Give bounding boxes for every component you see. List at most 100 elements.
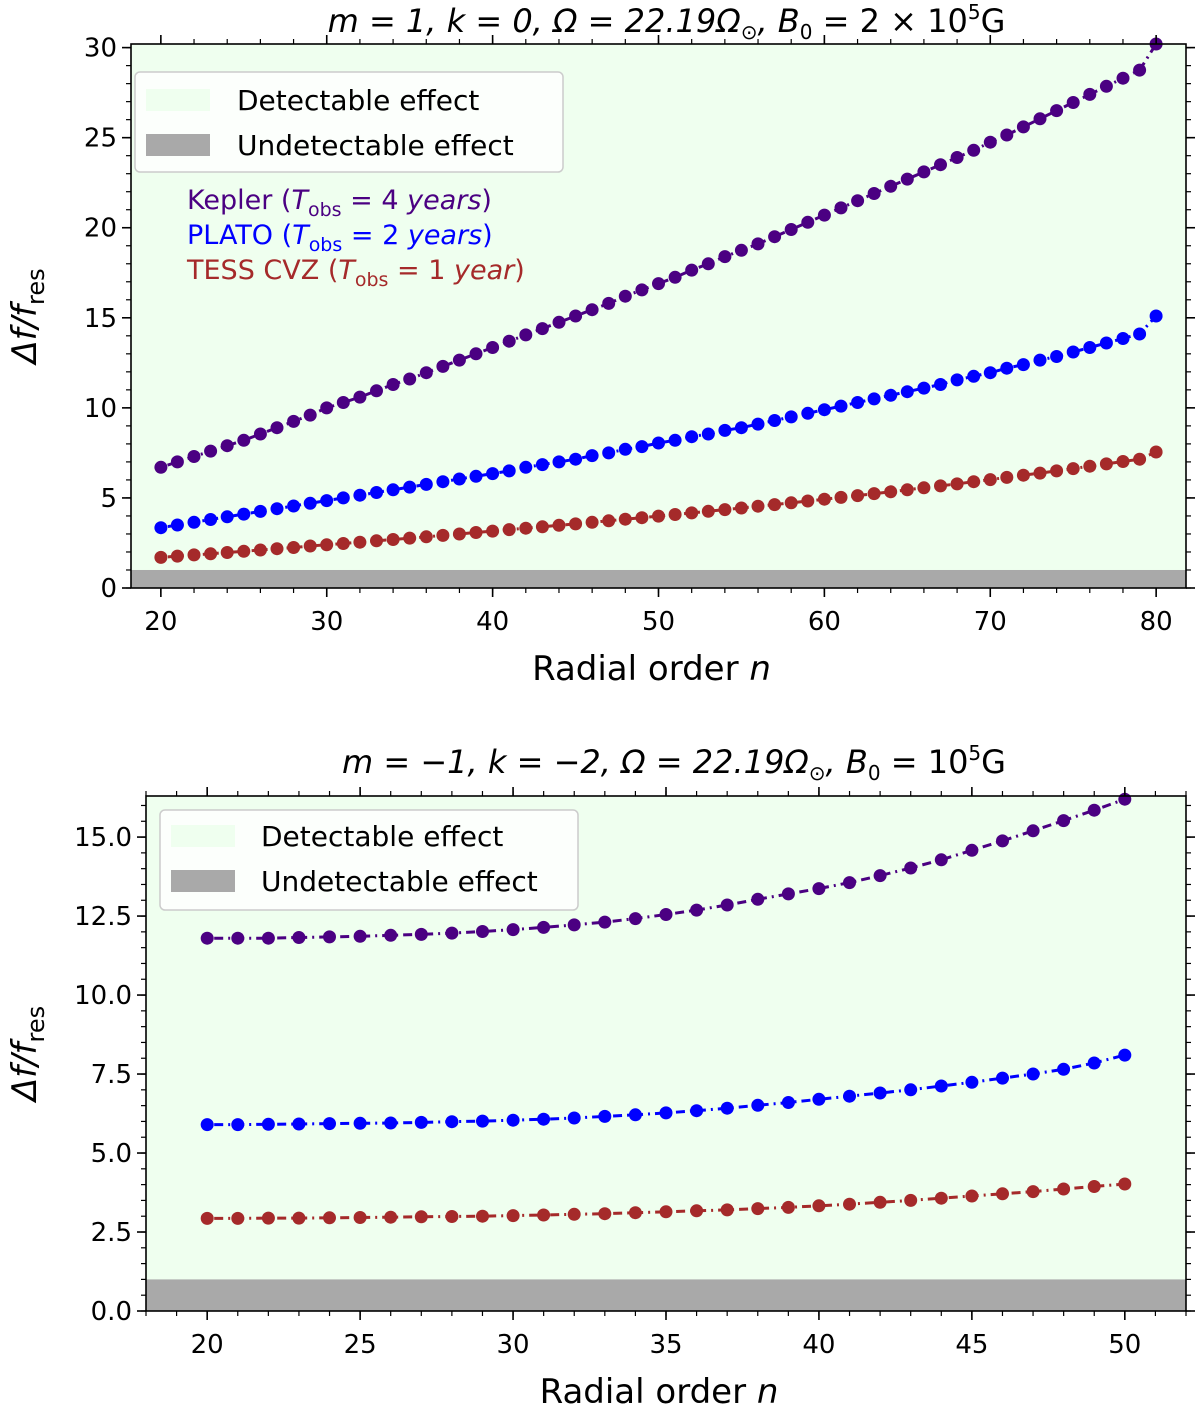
data-point bbox=[983, 473, 997, 487]
data-point bbox=[659, 908, 673, 921]
annotation-name: TESS CVZ ( bbox=[186, 255, 338, 286]
data-point bbox=[904, 861, 918, 875]
x-axis-label-var: n bbox=[757, 1372, 779, 1411]
data-point bbox=[452, 353, 466, 367]
title-main: m = −1, k = −2, Ω = 22.19Ω bbox=[342, 743, 809, 781]
data-point bbox=[934, 1191, 948, 1205]
legend-box bbox=[159, 809, 579, 911]
data-point bbox=[220, 510, 234, 524]
data-point bbox=[751, 1098, 765, 1112]
data-point bbox=[1033, 353, 1047, 367]
data-point bbox=[685, 430, 699, 444]
x-axis-label: Radial order n bbox=[540, 1372, 779, 1411]
title-unit: G bbox=[981, 2, 1006, 40]
data-point bbox=[873, 869, 887, 883]
data-point bbox=[851, 489, 865, 503]
data-point bbox=[1116, 71, 1130, 85]
data-point bbox=[884, 485, 898, 499]
data-point bbox=[751, 499, 765, 513]
data-point bbox=[965, 1189, 979, 1203]
data-point bbox=[685, 506, 699, 520]
data-point bbox=[476, 1114, 489, 1128]
data-point bbox=[567, 1111, 581, 1125]
data-point bbox=[917, 481, 931, 495]
x-tick-label: 40 bbox=[476, 607, 509, 637]
data-point bbox=[718, 423, 732, 437]
data-point bbox=[336, 396, 350, 409]
y-tick-label: 12.5 bbox=[74, 902, 132, 932]
data-point bbox=[784, 410, 798, 424]
data-point bbox=[652, 277, 665, 291]
data-point bbox=[652, 509, 665, 523]
data-point bbox=[768, 498, 782, 512]
data-point bbox=[768, 230, 782, 244]
data-point bbox=[569, 309, 583, 323]
data-point bbox=[231, 931, 245, 945]
data-point bbox=[1066, 96, 1080, 109]
annotation-var: T bbox=[291, 185, 310, 216]
data-point bbox=[784, 496, 798, 510]
data-point bbox=[718, 250, 732, 264]
data-point bbox=[535, 322, 549, 336]
data-point bbox=[436, 475, 450, 489]
data-point bbox=[1087, 1056, 1101, 1070]
data-point bbox=[751, 417, 765, 431]
data-point bbox=[873, 1195, 887, 1209]
data-point bbox=[154, 460, 168, 474]
data-point bbox=[537, 1208, 551, 1222]
data-point bbox=[768, 414, 782, 427]
y-tick-label: 25 bbox=[84, 124, 117, 154]
data-point bbox=[220, 439, 234, 453]
data-point bbox=[336, 491, 350, 505]
data-point bbox=[690, 1204, 704, 1218]
data-point bbox=[801, 215, 815, 229]
title-field-var: , B bbox=[826, 743, 868, 781]
data-point bbox=[781, 887, 795, 901]
data-point bbox=[950, 373, 964, 387]
series-tess-cvz bbox=[200, 1177, 1132, 1225]
data-point bbox=[1016, 358, 1030, 372]
data-point bbox=[506, 1209, 520, 1223]
data-point bbox=[1118, 1177, 1132, 1191]
data-point bbox=[934, 1079, 948, 1093]
legend-label-detectable: Detectable effect bbox=[261, 820, 503, 853]
data-point bbox=[1026, 1185, 1040, 1199]
data-point bbox=[900, 483, 914, 497]
data-point bbox=[635, 440, 649, 454]
x-tick-label: 70 bbox=[974, 607, 1007, 637]
y-tick-label: 2.5 bbox=[91, 1218, 132, 1248]
data-point bbox=[1149, 309, 1163, 323]
data-point bbox=[1057, 1062, 1071, 1076]
data-point bbox=[668, 270, 682, 284]
data-point bbox=[552, 518, 566, 532]
x-tick-label: 25 bbox=[344, 1330, 377, 1360]
data-point bbox=[734, 501, 748, 515]
data-point bbox=[506, 1113, 520, 1127]
data-point bbox=[469, 347, 483, 361]
data-point bbox=[253, 427, 267, 441]
data-point bbox=[965, 843, 979, 857]
data-point bbox=[220, 546, 234, 559]
annotation-1: PLATO (Tobs = 2 years) bbox=[187, 220, 493, 256]
y-axis-label-main: Δf/f bbox=[5, 300, 45, 367]
data-point bbox=[386, 483, 400, 497]
data-point bbox=[200, 931, 214, 945]
data-point bbox=[934, 378, 947, 391]
data-point bbox=[751, 892, 765, 906]
data-point bbox=[552, 315, 566, 329]
data-point bbox=[602, 446, 616, 460]
data-point bbox=[323, 930, 336, 944]
undetectable-region bbox=[146, 1279, 1186, 1311]
data-point bbox=[1066, 462, 1080, 476]
data-point bbox=[320, 538, 334, 552]
data-point bbox=[287, 541, 301, 554]
annotation-name: Kepler ( bbox=[187, 185, 291, 216]
data-point bbox=[628, 912, 642, 926]
data-point bbox=[812, 882, 826, 896]
y-tick-label: 7.5 bbox=[91, 1060, 132, 1090]
x-tick-label: 50 bbox=[642, 607, 675, 637]
data-point bbox=[292, 931, 306, 944]
chart-title: m = −1, k = −2, Ω = 22.19Ω⊙, B0 = 105G bbox=[342, 741, 1006, 785]
data-point bbox=[567, 918, 581, 932]
data-point bbox=[1033, 112, 1047, 126]
